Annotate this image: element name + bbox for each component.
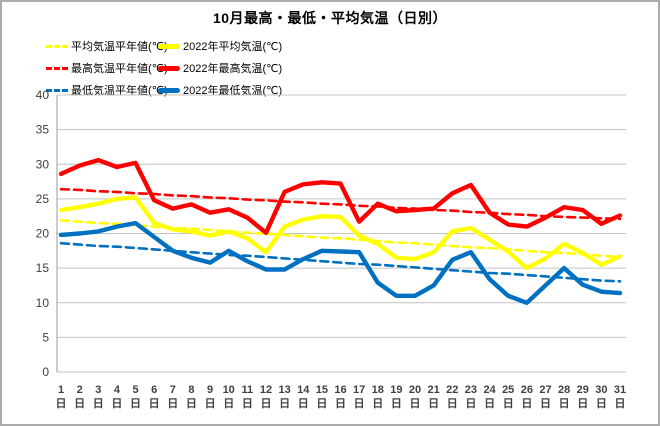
- x-tick-suffix-10: 日: [223, 397, 234, 410]
- legend-label: 2022年平均気温(℃): [183, 41, 283, 53]
- x-tick-suffix-6: 日: [149, 397, 160, 410]
- y-tick-label-15: 15: [36, 261, 50, 275]
- x-tick-label-16: 16: [334, 384, 346, 396]
- legend-label: 最低気温平年値(℃): [71, 85, 168, 97]
- x-tick-suffix-2: 日: [74, 397, 85, 410]
- x-tick-suffix-27: 日: [540, 397, 551, 410]
- x-tick-label-7: 7: [170, 384, 176, 396]
- x-tick-suffix-9: 日: [205, 397, 216, 410]
- y-tick-label-20: 20: [36, 227, 50, 241]
- chart-legend: 平均気温平年値(℃) 2022年平均気温(℃) 最高気温平年値(℃) 2022年最高気…: [46, 35, 282, 101]
- x-tick-label-21: 21: [428, 384, 440, 396]
- x-tick-label-9: 9: [207, 384, 213, 396]
- x-tick-label-4: 4: [114, 384, 121, 396]
- x-tick-suffix-14: 日: [298, 397, 309, 410]
- x-tick-suffix-19: 日: [391, 397, 402, 410]
- x-tick-suffix-22: 日: [447, 397, 458, 410]
- x-tick-suffix-28: 日: [559, 397, 570, 410]
- legend-item-4: 最低気温平年値(℃): [46, 82, 168, 98]
- series-line-0: [59, 219, 622, 259]
- x-tick-suffix-12: 日: [260, 397, 271, 410]
- legend-dashed-line-icon: [46, 66, 68, 70]
- x-tick-suffix-4: 日: [111, 397, 122, 410]
- x-tick-suffix-30: 日: [596, 397, 607, 410]
- x-tick-label-6: 6: [151, 384, 157, 396]
- x-tick-suffix-17: 日: [354, 397, 365, 410]
- x-tick-label-10: 10: [223, 384, 235, 396]
- x-tick-label-31: 31: [614, 384, 626, 396]
- x-tick-label-28: 28: [558, 384, 570, 396]
- x-tick-label-1: 1: [58, 384, 64, 396]
- x-tick-suffix-7: 日: [167, 397, 178, 410]
- x-tick-label-14: 14: [297, 384, 310, 396]
- y-tick-label-40: 40: [36, 88, 50, 102]
- x-tick-label-18: 18: [372, 384, 384, 396]
- x-tick-suffix-26: 日: [521, 397, 532, 410]
- legend-item-0: 平均気温平年値(℃): [46, 38, 168, 54]
- y-tick-label-0: 0: [42, 365, 49, 379]
- y-tick-label-30: 30: [36, 157, 50, 171]
- x-tick-label-19: 19: [390, 384, 402, 396]
- x-tick-suffix-21: 日: [428, 397, 439, 410]
- x-tick-label-3: 3: [95, 384, 101, 396]
- x-tick-suffix-23: 日: [465, 397, 476, 410]
- legend-item-1: 2022年平均気温(℃): [158, 38, 282, 54]
- legend-label: 平均気温平年値(℃): [71, 41, 168, 53]
- series-line-2: [59, 187, 622, 221]
- x-tick-label-2: 2: [77, 384, 83, 396]
- x-tick-label-23: 23: [465, 384, 477, 396]
- x-tick-label-30: 30: [595, 384, 607, 396]
- y-tick-label-5: 5: [42, 330, 49, 344]
- x-tick-label-13: 13: [278, 384, 290, 396]
- x-tick-label-20: 20: [409, 384, 421, 396]
- x-tick-label-5: 5: [132, 384, 138, 396]
- x-tick-label-27: 27: [539, 384, 551, 396]
- x-tick-suffix-3: 日: [93, 397, 104, 410]
- series-line-1: [58, 195, 623, 271]
- legend-solid-line-icon: [158, 65, 180, 71]
- x-tick-suffix-18: 日: [372, 397, 383, 410]
- legend-item-3: 2022年最高気温(℃): [158, 60, 282, 76]
- x-tick-label-29: 29: [577, 384, 589, 396]
- x-tick-suffix-16: 日: [335, 397, 346, 410]
- legend-solid-line-icon: [158, 87, 180, 93]
- x-tick-suffix-11: 日: [242, 397, 253, 410]
- y-tick-label-10: 10: [36, 296, 50, 310]
- legend-label: 2022年最低気温(℃): [183, 85, 283, 97]
- x-tick-label-12: 12: [260, 384, 272, 396]
- chart-title: 10月最高・最低・平均気温（日別）: [212, 10, 448, 26]
- legend-item-5: 2022年最低気温(℃): [158, 82, 282, 98]
- x-tick-label-15: 15: [316, 384, 328, 396]
- x-tick-label-24: 24: [483, 384, 496, 396]
- x-tick-suffix-25: 日: [503, 397, 514, 410]
- x-tick-suffix-5: 日: [130, 397, 141, 410]
- x-tick-suffix-31: 日: [615, 397, 626, 410]
- legend-label: 2022年最高気温(℃): [183, 63, 283, 75]
- legend-label: 最高気温平年値(℃): [71, 63, 168, 75]
- legend-item-2: 最高気温平年値(℃): [46, 60, 168, 76]
- x-tick-suffix-13: 日: [279, 397, 290, 410]
- legend-dashed-line-icon: [46, 88, 68, 92]
- legend-dashed-line-icon: [46, 44, 68, 48]
- y-tick-label-35: 35: [36, 123, 50, 137]
- x-tick-suffix-1: 日: [56, 397, 67, 410]
- x-tick-label-17: 17: [353, 384, 365, 396]
- x-tick-label-8: 8: [188, 384, 194, 396]
- x-tick-suffix-20: 日: [410, 397, 421, 410]
- x-tick-suffix-8: 日: [186, 397, 197, 410]
- x-tick-label-26: 26: [521, 384, 533, 396]
- x-tick-suffix-15: 日: [316, 397, 327, 410]
- x-tick-suffix-24: 日: [484, 397, 495, 410]
- legend-solid-line-icon: [158, 43, 180, 49]
- series-line-3: [58, 157, 623, 236]
- y-tick-label-25: 25: [36, 192, 50, 206]
- series-line-5: [58, 220, 623, 305]
- x-tick-label-22: 22: [446, 384, 458, 396]
- x-tick-label-25: 25: [502, 384, 514, 396]
- x-tick-suffix-29: 日: [577, 397, 588, 410]
- x-tick-label-11: 11: [242, 384, 254, 396]
- series-line-4: [59, 241, 622, 283]
